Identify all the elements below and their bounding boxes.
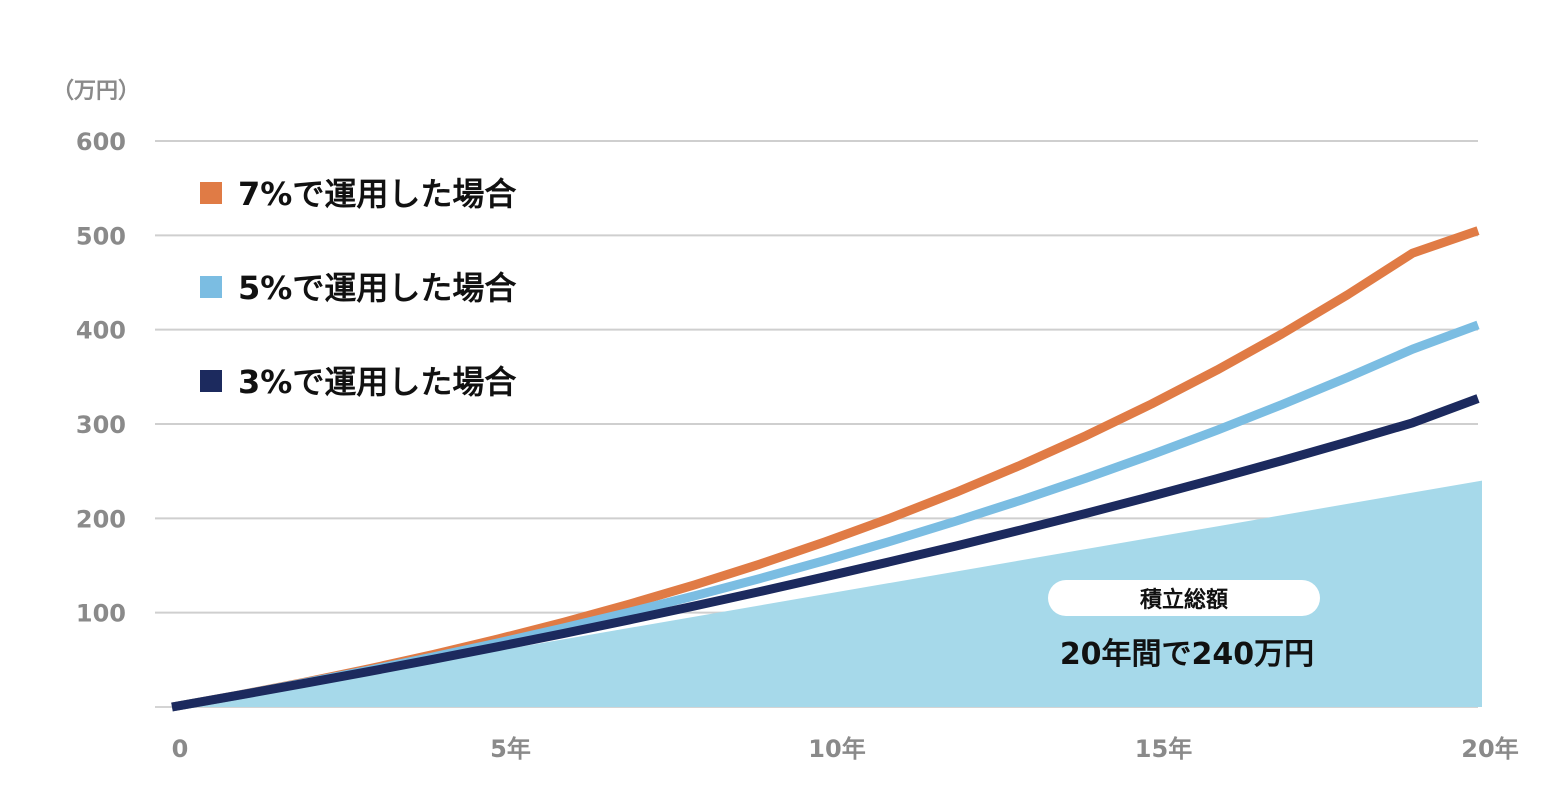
legend-swatch-3 xyxy=(200,370,222,392)
legend-swatch-2 xyxy=(200,276,222,298)
y-tick-label-300: 300 xyxy=(76,411,126,439)
grid-lines xyxy=(155,140,1478,708)
x-tick-label-15: 15年 xyxy=(1135,735,1192,763)
legend-label-3: 3%で運用した場合 xyxy=(238,363,516,401)
y-axis-ticks: 100 200 300 400 500 600 xyxy=(76,128,126,628)
annotation-value: 20年間で240万円 xyxy=(1060,637,1314,672)
y-tick-label-200: 200 xyxy=(76,505,126,533)
annotation-title: 積立総額 xyxy=(1140,587,1228,613)
x-tick-label-5: 5年 xyxy=(490,735,531,763)
annotation-pill xyxy=(1048,580,1320,616)
y-tick-label-400: 400 xyxy=(76,317,126,345)
y-axis-unit-label: （万円） xyxy=(52,79,140,104)
legend: 7%で運用した場合 5%で運用した場合 3%で運用した場合 xyxy=(200,175,516,401)
legend-label-2: 5%で運用した場合 xyxy=(238,269,516,307)
x-tick-label-20: 20年 xyxy=(1461,735,1518,763)
contribution-annotation: 積立総額 20年間で240万円 xyxy=(1048,580,1320,672)
x-axis-ticks: 0 5年 10年 15年 20年 xyxy=(172,735,1519,763)
legend-label-1: 7%で運用した場合 xyxy=(238,175,516,213)
y-tick-label-500: 500 xyxy=(76,222,126,250)
y-tick-label-100: 100 xyxy=(76,600,126,628)
series-line-3 xyxy=(171,394,1480,712)
x-tick-label-0: 0 xyxy=(172,735,189,763)
series-lines xyxy=(171,226,1480,712)
y-tick-label-600: 600 xyxy=(76,128,126,156)
x-tick-label-10: 10年 xyxy=(808,735,865,763)
legend-swatch-1 xyxy=(200,182,222,204)
